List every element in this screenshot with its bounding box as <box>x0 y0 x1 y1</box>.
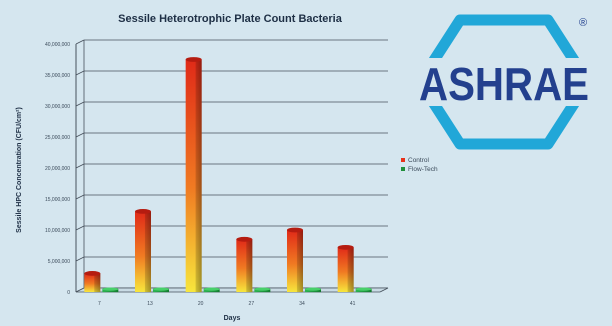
x-tick-label: 27 <box>249 301 255 307</box>
bar-control-20 <box>185 57 202 292</box>
y-tick-label: 30,000,000 <box>45 104 70 110</box>
bar-control-7 <box>84 271 101 292</box>
bar-flowtech-7 <box>102 287 119 293</box>
y-tick-label: 10,000,000 <box>45 228 70 234</box>
y-tick-label: 5,000,000 <box>48 259 70 265</box>
x-tick-label: 34 <box>299 301 305 307</box>
gridline-depth <box>75 163 85 169</box>
bar-control-top <box>287 227 303 233</box>
x-axis-title: Days <box>224 315 241 322</box>
gridline-depth <box>75 256 85 262</box>
y-tick-label: 0 <box>67 290 70 296</box>
bar-control-shade <box>94 273 101 292</box>
bar-control-top <box>185 57 202 62</box>
bar-flowtech-top <box>153 287 169 291</box>
bar-control-top <box>337 244 354 250</box>
bar-flowtech-top <box>254 287 271 291</box>
gridlines <box>75 39 388 293</box>
bar-control-13 <box>135 209 151 292</box>
gridline-depth <box>75 194 85 200</box>
bar-control-34 <box>287 227 303 292</box>
x-axis-ticks: 7 13 20 27 34 41 <box>98 301 356 307</box>
y-tick-label: 20,000,000 <box>45 166 70 172</box>
gridline-depth <box>75 39 85 45</box>
gridline-depth <box>75 132 85 138</box>
bar-control-shade <box>246 239 253 292</box>
x-tick-label: 7 <box>98 301 101 307</box>
legend-label-flowtech: Flow-Tech <box>408 166 438 173</box>
bar-control-41 <box>337 244 354 292</box>
registered-mark: ® <box>579 17 587 29</box>
bar-flowtech-top <box>305 287 321 291</box>
bar-flowtech-top <box>203 287 220 291</box>
bars <box>84 57 372 293</box>
bar-control-shade <box>144 211 151 292</box>
legend-swatch-control <box>401 158 405 162</box>
legend-label-control: Control <box>408 157 430 164</box>
gridline-depth <box>75 101 85 107</box>
x-tick-label: 13 <box>147 301 153 307</box>
ashrae-logo: ASHRAE ® <box>414 14 594 150</box>
y-tick-label: 40,000,000 <box>45 42 70 48</box>
bar-control-shade <box>296 230 303 292</box>
bar-flowtech-top <box>102 287 119 291</box>
x-tick-label: 41 <box>350 301 356 307</box>
x-tick-label: 20 <box>198 301 204 307</box>
bar-control-top <box>135 209 151 214</box>
bar-flowtech-34 <box>305 287 321 293</box>
bar-flowtech-top <box>355 287 372 291</box>
bar-control-shade <box>347 247 354 292</box>
y-tick-label: 15,000,000 <box>45 197 70 203</box>
bar-control-27 <box>236 236 253 292</box>
bar-control-shade <box>195 59 202 292</box>
bar-flowtech-13 <box>153 287 169 293</box>
bar-flowtech-27 <box>254 287 271 293</box>
logo-wordmark: ASHRAE <box>419 58 589 110</box>
y-axis-title: Sessile HPC Concentration (CFU/cm²) <box>16 107 23 233</box>
y-tick-label: 35,000,000 <box>45 73 70 79</box>
legend-swatch-flowtech <box>401 167 405 171</box>
y-axis-ticks: 0 5,000,000 10,000,000 15,000,000 20,000,000… <box>45 42 70 296</box>
bar-flowtech-20 <box>203 287 220 293</box>
legend: Control Flow-Tech <box>401 157 438 173</box>
bar-flowtech-41 <box>355 287 372 293</box>
bar-control-top <box>236 236 253 242</box>
gridline-depth <box>75 70 85 76</box>
y-tick-label: 25,000,000 <box>45 135 70 141</box>
gridline-depth <box>75 225 85 231</box>
bar-control-top <box>84 271 101 276</box>
chart-title: Sessile Heterotrophic Plate Count Bacter… <box>118 13 343 25</box>
